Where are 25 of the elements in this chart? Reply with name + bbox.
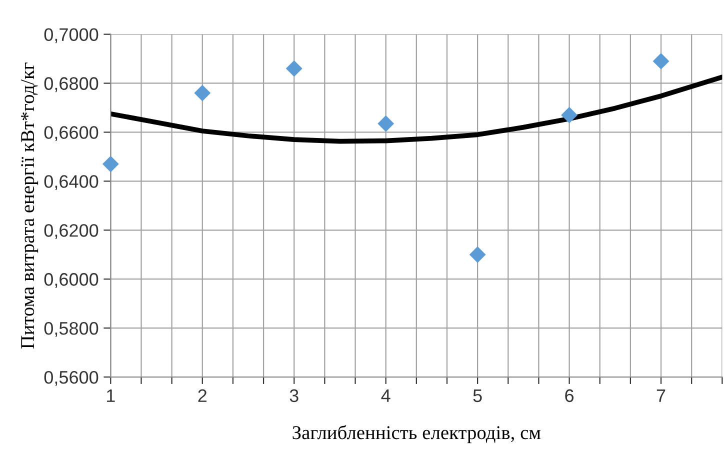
- y-tick-label: 0,7000: [44, 28, 98, 44]
- x-tick-label: 2: [198, 389, 206, 402]
- x-tick-label: 7: [656, 389, 666, 402]
- point: [469, 246, 486, 263]
- x-tick-label: 3: [290, 389, 298, 402]
- point: [194, 84, 211, 102]
- x-tick-label: 4: [381, 389, 390, 402]
- x-tick-label: 5: [473, 389, 482, 402]
- y-tick-label: 0,6400: [44, 175, 98, 190]
- x-tick-label: 6: [565, 389, 574, 402]
- point: [561, 106, 578, 124]
- y-tick-label: 0,5600: [44, 370, 98, 386]
- x-axis-title: Заглибленність електродів, см: [292, 425, 541, 444]
- y-tick-label: 0,6600: [44, 126, 98, 142]
- y-tick-label: 0,5800: [44, 322, 98, 337]
- y-tick-label: 0,6800: [44, 77, 98, 92]
- point: [102, 156, 119, 172]
- line-series: [110, 74, 722, 144]
- x-tick-label: 1: [107, 389, 115, 402]
- point: [286, 60, 302, 77]
- y-tick-label: 0,6200: [44, 224, 98, 239]
- y-tick-label: 0,6000: [44, 273, 98, 288]
- point: [378, 115, 394, 132]
- point: [652, 52, 670, 70]
- y-axis-title: Питома витрата енергії кВт*год/кг: [21, 62, 38, 349]
